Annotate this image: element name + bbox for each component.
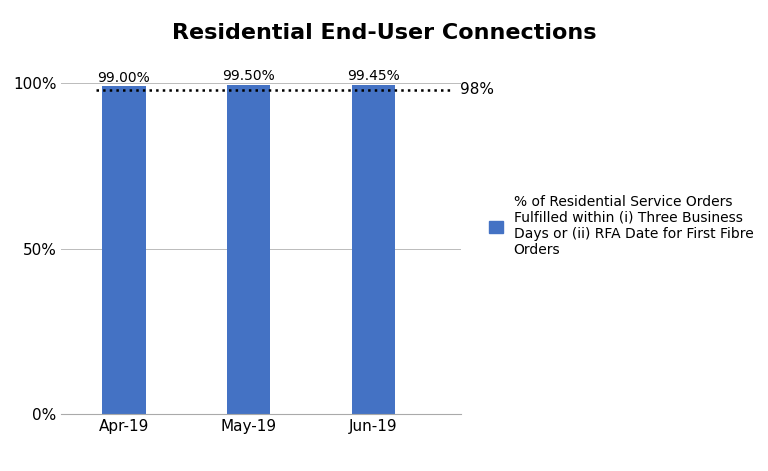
Text: Residential End-User Connections: Residential End-User Connections (172, 23, 596, 43)
Text: 98%: 98% (460, 82, 494, 97)
Text: 99.50%: 99.50% (222, 69, 275, 83)
Bar (227, 85, 270, 414)
Bar (352, 85, 396, 414)
Bar (102, 86, 146, 414)
Text: 99.00%: 99.00% (98, 71, 151, 85)
Text: 99.45%: 99.45% (347, 69, 400, 83)
Legend: % of Residential Service Orders
Fulfilled within (i) Three Business
Days or (ii): % of Residential Service Orders Fulfille… (483, 189, 759, 263)
